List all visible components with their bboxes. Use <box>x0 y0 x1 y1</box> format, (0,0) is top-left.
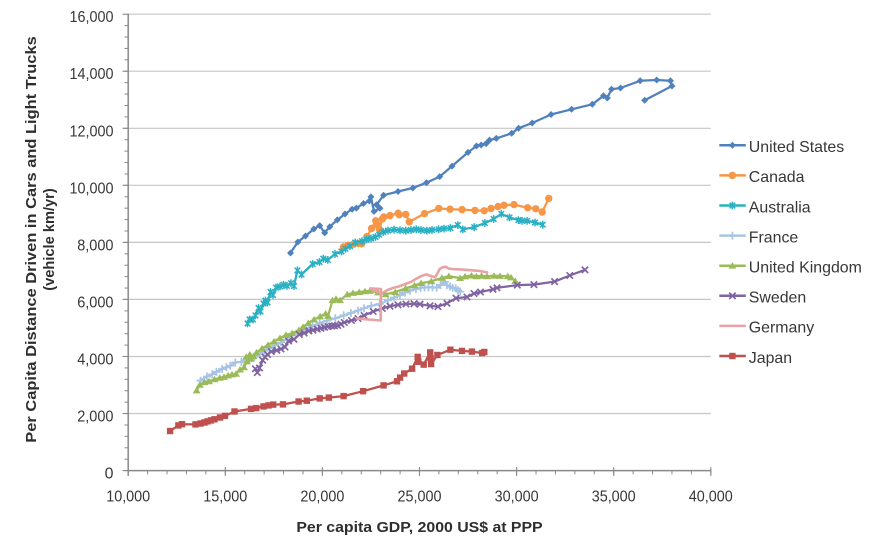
svg-text:30,000: 30,000 <box>495 489 539 506</box>
svg-text:40,000: 40,000 <box>689 489 733 506</box>
svg-text:14,000: 14,000 <box>70 66 114 83</box>
svg-text:United States: United States <box>749 139 844 156</box>
svg-text:Japan: Japan <box>749 350 792 367</box>
svg-text:Per Capita Distance Driven in: Per Capita Distance Driven in Cars and L… <box>23 36 40 443</box>
svg-text:Per capita GDP, 2000 US$ at PP: Per capita GDP, 2000 US$ at PPP <box>296 519 542 536</box>
svg-text:6,000: 6,000 <box>77 294 113 311</box>
svg-text:Australia: Australia <box>749 199 811 216</box>
svg-text:Canada: Canada <box>749 169 805 186</box>
svg-text:8,000: 8,000 <box>77 237 113 254</box>
svg-text:25,000: 25,000 <box>398 489 442 506</box>
svg-text:15,000: 15,000 <box>203 489 247 506</box>
svg-text:Germany: Germany <box>749 320 814 337</box>
svg-text:35,000: 35,000 <box>592 489 636 506</box>
svg-text:0: 0 <box>105 466 114 483</box>
svg-text:4,000: 4,000 <box>77 352 113 369</box>
svg-text:(vehicle km/yr): (vehicle km/yr) <box>41 188 58 291</box>
svg-text:2,000: 2,000 <box>77 409 113 426</box>
svg-text:20,000: 20,000 <box>300 489 344 506</box>
svg-text:16,000: 16,000 <box>70 9 114 26</box>
svg-text:France: France <box>749 229 799 246</box>
svg-text:United Kingdom: United Kingdom <box>749 260 862 277</box>
svg-text:Sweden: Sweden <box>749 290 806 307</box>
svg-text:10,000: 10,000 <box>70 180 114 197</box>
svg-text:12,000: 12,000 <box>70 123 114 140</box>
svg-text:10,000: 10,000 <box>106 489 150 506</box>
